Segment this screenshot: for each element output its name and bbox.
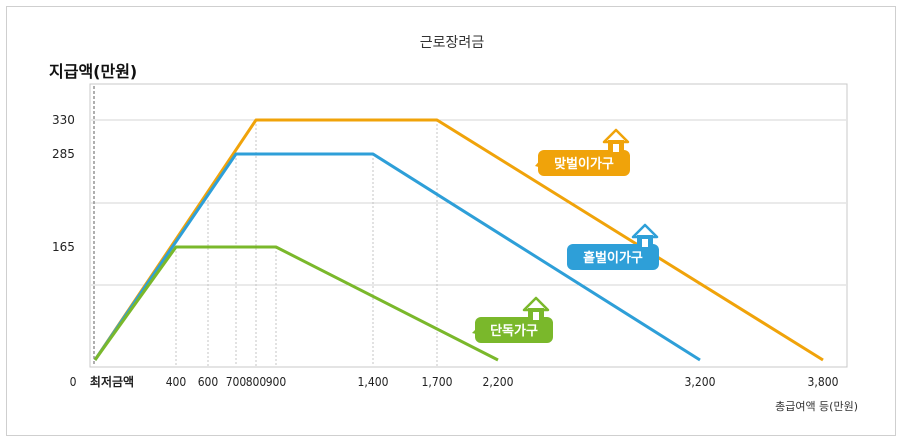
x-axis-label: 총급여액 등(만원)	[775, 400, 858, 413]
house-icon	[602, 128, 630, 152]
house-icon	[631, 223, 659, 247]
legend-badge-맞벌이가구: 맞벌이가구	[535, 128, 630, 176]
x-tick-label: 1,400	[358, 375, 389, 389]
badge-box	[538, 150, 630, 176]
x-tick-label: 1,700	[422, 375, 453, 389]
y-tick-label: 285	[52, 147, 75, 161]
badge-label: 홑벌이가구	[583, 250, 643, 266]
badge-box	[475, 317, 553, 343]
series-line-단독가구	[93, 245, 499, 362]
x-tick-label: 800	[246, 375, 267, 389]
y-tick-label: 330	[52, 113, 75, 127]
x-tick-label: 600	[198, 375, 219, 389]
x-tick-label: 최저금액	[90, 374, 134, 389]
x-tick-label: 900	[266, 375, 287, 389]
chart-title: 근로장려금	[419, 35, 485, 51]
plot-area	[89, 83, 848, 368]
y-axis-label: 지급액(만원)	[49, 62, 138, 81]
series-line-홑벌이가구	[93, 152, 701, 362]
x-tick-label: 2,200	[483, 375, 514, 389]
x-tick-label: 700	[226, 375, 247, 389]
badge-box	[567, 244, 659, 270]
legend-badge-홑벌이가구: 홑벌이가구	[567, 223, 659, 270]
badge-label: 단독가구	[490, 323, 538, 339]
legend-badge-단독가구: 단독가구	[472, 296, 553, 343]
x-tick-label: 400	[166, 375, 187, 389]
y-tick-label: 165	[52, 240, 75, 254]
x-tick-label: 3,200	[685, 375, 716, 389]
badge-label: 맞벌이가구	[554, 156, 614, 172]
x-tick-label: 3,800	[808, 375, 839, 389]
x-tick-label: 0	[70, 375, 77, 389]
house-icon	[522, 296, 550, 320]
